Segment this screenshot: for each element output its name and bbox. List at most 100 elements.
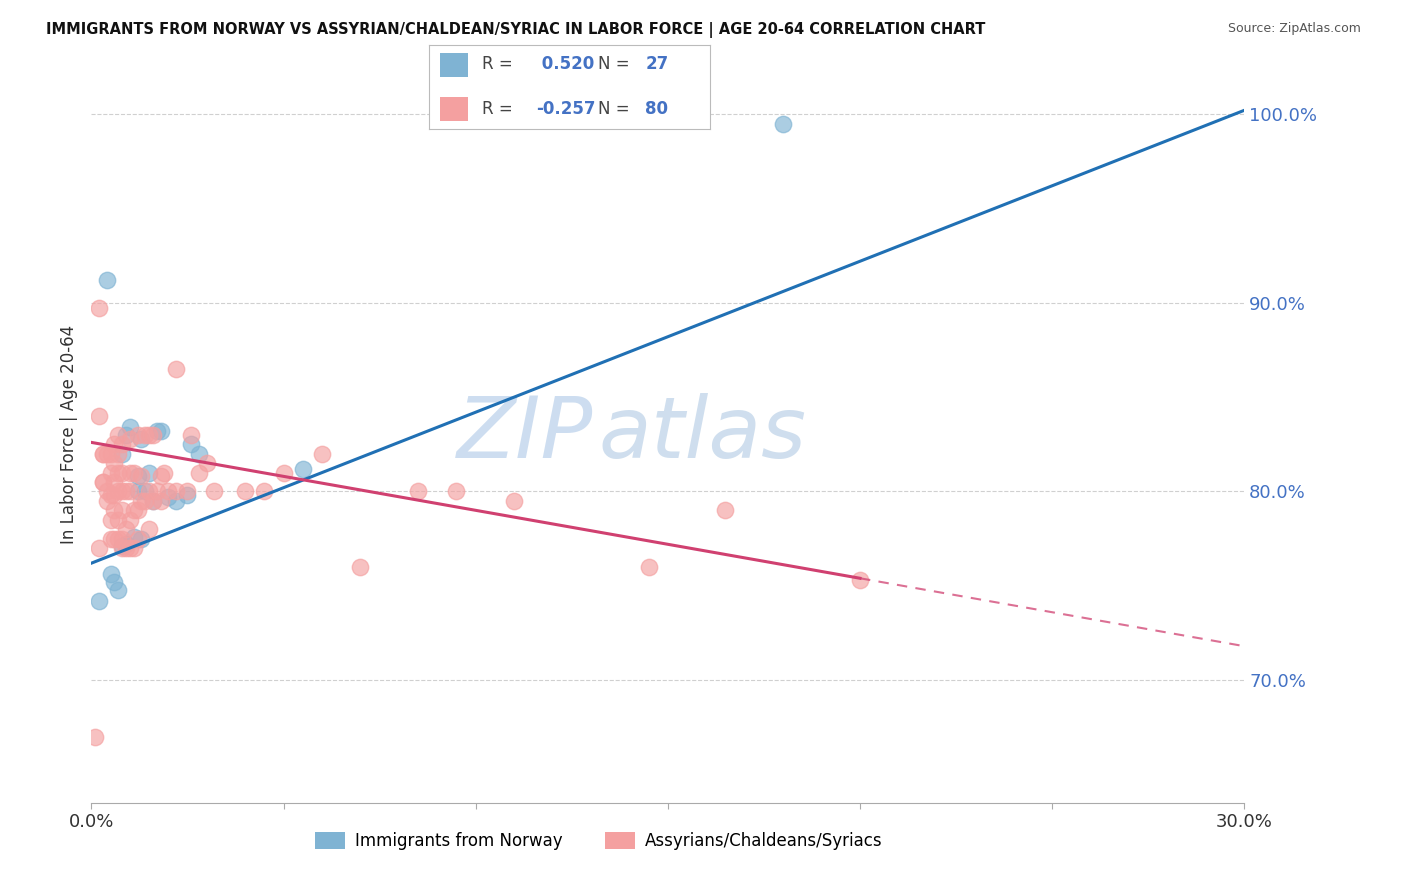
Point [111,466,134,480]
Point [91,475,114,489]
Point [131,532,153,546]
Point [84,730,107,744]
Text: R =: R = [482,100,519,118]
Point [127,503,149,517]
Point [111,503,134,517]
Point [165,484,187,499]
Point [103,532,125,546]
Point [446,484,468,499]
Point [149,424,172,438]
Point [188,466,211,480]
Point [107,428,129,442]
Point [91,475,114,489]
Point [131,469,153,483]
Point [111,484,134,499]
Point [142,494,165,508]
Point [118,513,141,527]
Point [96,273,118,287]
Point [127,532,149,546]
Point [153,466,176,480]
Point [118,466,141,480]
Point [115,428,138,442]
Point [103,437,125,451]
Point [273,466,295,480]
Point [103,475,125,489]
Point [122,503,145,517]
Point [349,560,371,574]
Point [138,428,160,442]
Text: R =: R = [482,54,519,72]
Point [188,447,211,461]
Point [107,466,129,480]
Text: Source: ZipAtlas.com: Source: ZipAtlas.com [1227,22,1361,36]
Point [96,494,118,508]
Point [176,484,198,499]
Point [127,484,149,499]
Y-axis label: In Labor Force | Age 20-64: In Labor Force | Age 20-64 [59,326,77,544]
Point [87,409,110,423]
Point [291,462,314,476]
Point [311,447,333,461]
Legend: Immigrants from Norway, Assyrians/Chaldeans/Syriacs: Immigrants from Norway, Assyrians/Chalde… [308,825,889,857]
Point [91,447,114,461]
Point [849,573,872,587]
Point [96,484,118,499]
Point [100,567,122,582]
Bar [440,54,468,77]
Point [107,582,129,597]
Text: N =: N = [598,100,634,118]
Point [107,532,129,546]
Point [149,469,172,483]
Bar [440,97,468,120]
Point [87,594,110,608]
Point [118,484,141,499]
Point [118,432,141,446]
Point [165,494,187,508]
Point [149,494,172,508]
Point [111,539,134,553]
Text: -0.257: -0.257 [536,100,595,118]
Point [103,488,125,502]
Point [253,484,276,499]
Point [127,428,149,442]
Point [100,532,122,546]
Text: 0.520: 0.520 [536,54,593,72]
Point [96,447,118,461]
Point [122,530,145,544]
Text: 27: 27 [645,54,669,72]
Point [115,484,138,499]
Point [100,488,122,502]
Point [87,301,110,316]
Point [406,484,429,499]
Point [180,437,202,451]
Point [233,484,256,499]
Point [115,541,138,555]
Point [107,513,129,527]
Point [202,484,225,499]
Point [111,437,134,451]
Text: N =: N = [598,54,634,72]
Point [138,466,160,480]
Point [111,541,134,555]
Point [176,488,198,502]
Point [142,428,165,442]
Point [131,494,153,508]
Text: 80: 80 [645,100,668,118]
Point [100,447,122,461]
Point [772,116,794,130]
Point [111,532,134,546]
Point [503,494,526,508]
Point [637,560,659,574]
Point [115,537,138,551]
Point [122,541,145,555]
Point [714,503,737,517]
Text: IMMIGRANTS FROM NORWAY VS ASSYRIAN/CHALDEAN/SYRIAC IN LABOR FORCE | AGE 20-64 CO: IMMIGRANTS FROM NORWAY VS ASSYRIAN/CHALD… [46,22,986,38]
Point [134,484,156,499]
Point [145,484,167,499]
Point [138,522,160,536]
Point [103,503,125,517]
Point [138,484,160,499]
Point [157,490,180,504]
Point [134,428,156,442]
Point [127,469,149,483]
